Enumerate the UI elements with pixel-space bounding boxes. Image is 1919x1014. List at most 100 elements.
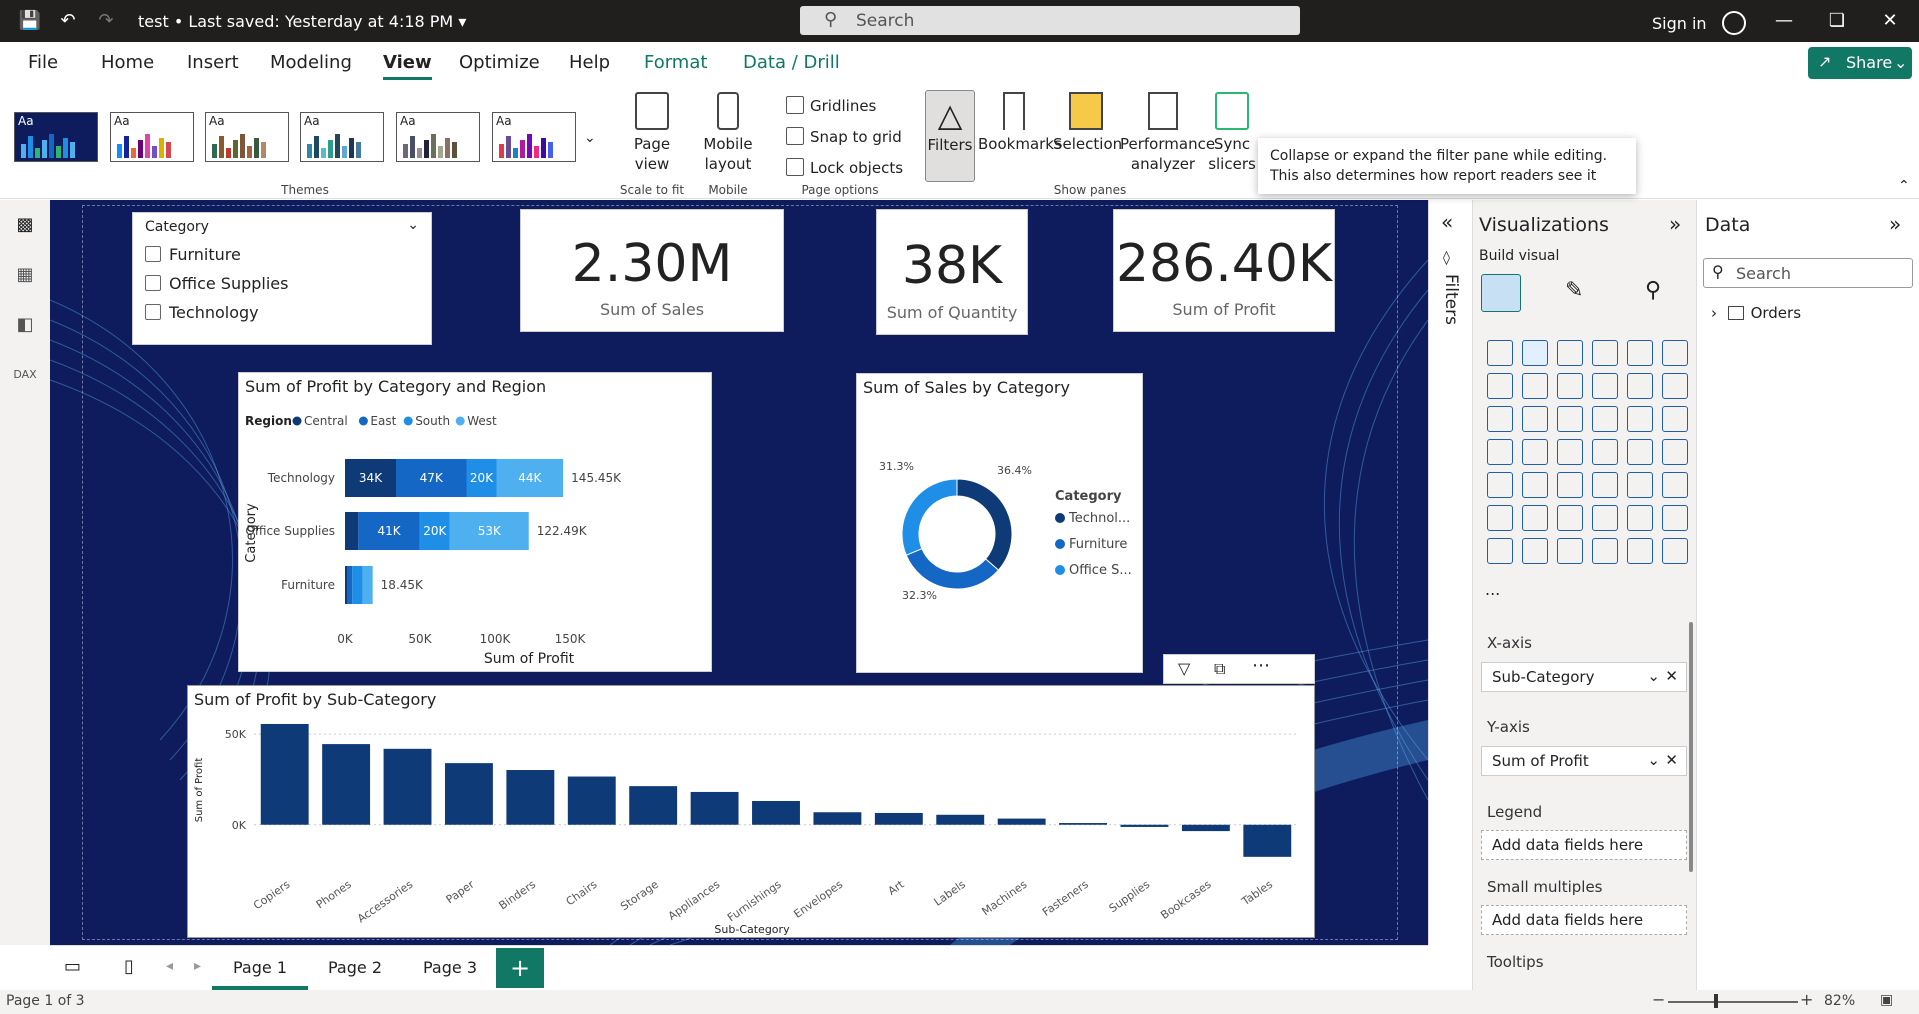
collapse-data-icon[interactable]: »: [1889, 212, 1902, 236]
next-page-icon[interactable]: ▸: [194, 958, 202, 974]
area-chart-icon[interactable]: [1522, 373, 1548, 399]
chevron-right-icon[interactable]: ›: [1711, 304, 1717, 322]
mobile-layout-button[interactable]: Mobile layout: [700, 92, 756, 174]
scatter-icon[interactable]: [1592, 406, 1618, 432]
menu-home[interactable]: Home: [101, 52, 155, 73]
clustered-column-icon[interactable]: [1592, 340, 1618, 366]
undo-icon[interactable]: ↶: [60, 10, 76, 31]
performance-analyzer-button[interactable]: Performance analyzer: [1120, 92, 1215, 174]
menu-modeling[interactable]: Modeling: [270, 52, 352, 73]
map-icon[interactable]: [1522, 439, 1548, 465]
sales-by-category-donut[interactable]: Sum of Sales by Category 36.4% 32.3% 31.3%…: [856, 373, 1143, 673]
document-title[interactable]: test • Last saved: Yesterday at 4:18 PM …: [138, 12, 467, 31]
search-box[interactable]: ⚲ Search: [800, 6, 1300, 35]
more-visuals-icon[interactable]: ...: [1485, 580, 1501, 599]
theme-option-2[interactable]: Aa: [110, 112, 194, 162]
share-button[interactable]: ↗ Share ⌄: [1808, 47, 1912, 79]
fit-to-page-icon[interactable]: ▣: [1880, 992, 1894, 1008]
line-column-icon[interactable]: [1627, 373, 1653, 399]
category-slicer[interactable]: Category ⌄ Furniture Office Supplies Tec…: [132, 212, 432, 345]
filled-map-icon[interactable]: [1557, 439, 1583, 465]
redo-icon[interactable]: ↷: [98, 10, 114, 31]
small-multiples-field-well[interactable]: Add data fields here: [1481, 905, 1687, 935]
slicer-icon[interactable]: [1557, 472, 1583, 498]
close-icon[interactable]: ✕: [1882, 10, 1898, 31]
tab-page-1[interactable]: Page 1: [212, 946, 308, 990]
stacked-area-icon[interactable]: [1557, 373, 1583, 399]
treemap-icon[interactable]: [1487, 439, 1513, 465]
minimize-icon[interactable]: —: [1775, 10, 1793, 31]
sync-slicers-button[interactable]: Sync slicers: [1208, 92, 1256, 174]
format-visual-tab[interactable]: ✎: [1565, 278, 1584, 303]
data-search-input[interactable]: ⚲ Search: [1703, 258, 1913, 288]
gridlines-checkbox[interactable]: Gridlines: [786, 96, 876, 115]
menu-view[interactable]: View: [383, 52, 432, 80]
zoom-in-icon[interactable]: +: [1800, 990, 1814, 1009]
100-column-icon[interactable]: [1662, 340, 1688, 366]
prev-page-icon[interactable]: ◂: [166, 958, 174, 974]
save-icon[interactable]: 💾: [18, 10, 42, 31]
menu-insert[interactable]: Insert: [187, 52, 239, 73]
waterfall-icon[interactable]: [1522, 406, 1548, 432]
stacked-bar-icon[interactable]: [1487, 340, 1513, 366]
menu-optimize[interactable]: Optimize: [459, 52, 540, 73]
arcgis-icon[interactable]: [1592, 538, 1618, 564]
theme-option-1[interactable]: Aa: [14, 112, 98, 162]
chevron-visual-icon[interactable]: [1662, 538, 1688, 564]
menu-file[interactable]: File: [28, 52, 59, 73]
ribbon-chart-icon[interactable]: [1487, 406, 1513, 432]
expand-filters-icon[interactable]: «: [1441, 210, 1454, 234]
table-view-icon[interactable]: ▦: [16, 264, 34, 285]
chevron-down-icon[interactable]: ⌄: [407, 217, 419, 233]
collapse-viz-icon[interactable]: »: [1669, 212, 1682, 236]
analytics-tab[interactable]: ⚲: [1645, 278, 1662, 303]
pie-icon[interactable]: [1627, 406, 1653, 432]
tab-page-2[interactable]: Page 2: [328, 958, 382, 977]
restore-icon[interactable]: ❏: [1828, 10, 1846, 31]
visio-icon[interactable]: [1627, 538, 1653, 564]
line-clustered-icon[interactable]: [1662, 373, 1688, 399]
focus-mode-icon[interactable]: ⧉: [1214, 659, 1226, 678]
100-bar-icon[interactable]: [1627, 340, 1653, 366]
zoom-slider-thumb[interactable]: [1714, 994, 1718, 1008]
slicer-item-furniture[interactable]: Furniture: [145, 245, 241, 264]
slicer-item-office-supplies[interactable]: Office Supplies: [145, 274, 288, 293]
zoom-out-icon[interactable]: −: [1652, 990, 1666, 1009]
table-icon[interactable]: [1592, 472, 1618, 498]
funnel-icon[interactable]: [1557, 406, 1583, 432]
legend-field-well[interactable]: Add data fields here: [1481, 830, 1687, 860]
page-view-button[interactable]: Page view: [622, 92, 682, 174]
zoom-slider[interactable]: [1668, 1001, 1798, 1003]
x-axis-field-well[interactable]: Sub-Category ⌄ ✕: [1481, 662, 1687, 692]
power-apps-icon[interactable]: [1522, 538, 1548, 564]
qna-icon[interactable]: [1592, 505, 1618, 531]
bookmarks-pane-button[interactable]: Bookmarks: [978, 92, 1062, 154]
donut-icon[interactable]: [1662, 406, 1688, 432]
profit-by-category-region-chart[interactable]: Sum of Profit by Category and Region Reg…: [238, 372, 712, 672]
kpi-card-quantity[interactable]: 38K Sum of Quantity: [876, 209, 1028, 335]
multi-row-card-icon[interactable]: [1487, 472, 1513, 498]
report-view-icon[interactable]: ▩: [16, 214, 34, 235]
stacked-column-icon[interactable]: [1522, 340, 1548, 366]
power-automate-icon[interactable]: [1557, 538, 1583, 564]
azure-map-icon[interactable]: [1592, 439, 1618, 465]
filters-pane-collapsed[interactable]: « ◊ Filters: [1428, 200, 1472, 945]
kpi-card-sales[interactable]: 2.30M Sum of Sales: [520, 209, 784, 332]
menu-data-drill[interactable]: Data / Drill: [743, 52, 840, 73]
add-page-button[interactable]: +: [496, 948, 544, 988]
remove-field-icon[interactable]: ✕: [1665, 751, 1678, 769]
collapse-ribbon-icon[interactable]: ⌃: [1898, 178, 1910, 194]
selection-pane-button[interactable]: Selection: [1053, 92, 1122, 154]
y-axis-field-well[interactable]: Sum of Profit ⌄ ✕: [1481, 746, 1687, 776]
dax-query-view-icon[interactable]: DAX: [13, 368, 37, 381]
python-visual-icon[interactable]: [1487, 505, 1513, 531]
gauge-icon[interactable]: [1627, 439, 1653, 465]
sign-in-button[interactable]: Sign in: [1652, 11, 1746, 35]
100-area-icon[interactable]: [1592, 373, 1618, 399]
model-view-icon[interactable]: ◧: [16, 314, 34, 335]
lock-objects-checkbox[interactable]: Lock objects: [786, 158, 903, 177]
chevron-down-icon[interactable]: ⌄: [1647, 751, 1660, 769]
table-orders[interactable]: › Orders: [1711, 304, 1801, 322]
narrative-icon[interactable]: [1627, 505, 1653, 531]
r-visual-icon[interactable]: [1662, 472, 1688, 498]
